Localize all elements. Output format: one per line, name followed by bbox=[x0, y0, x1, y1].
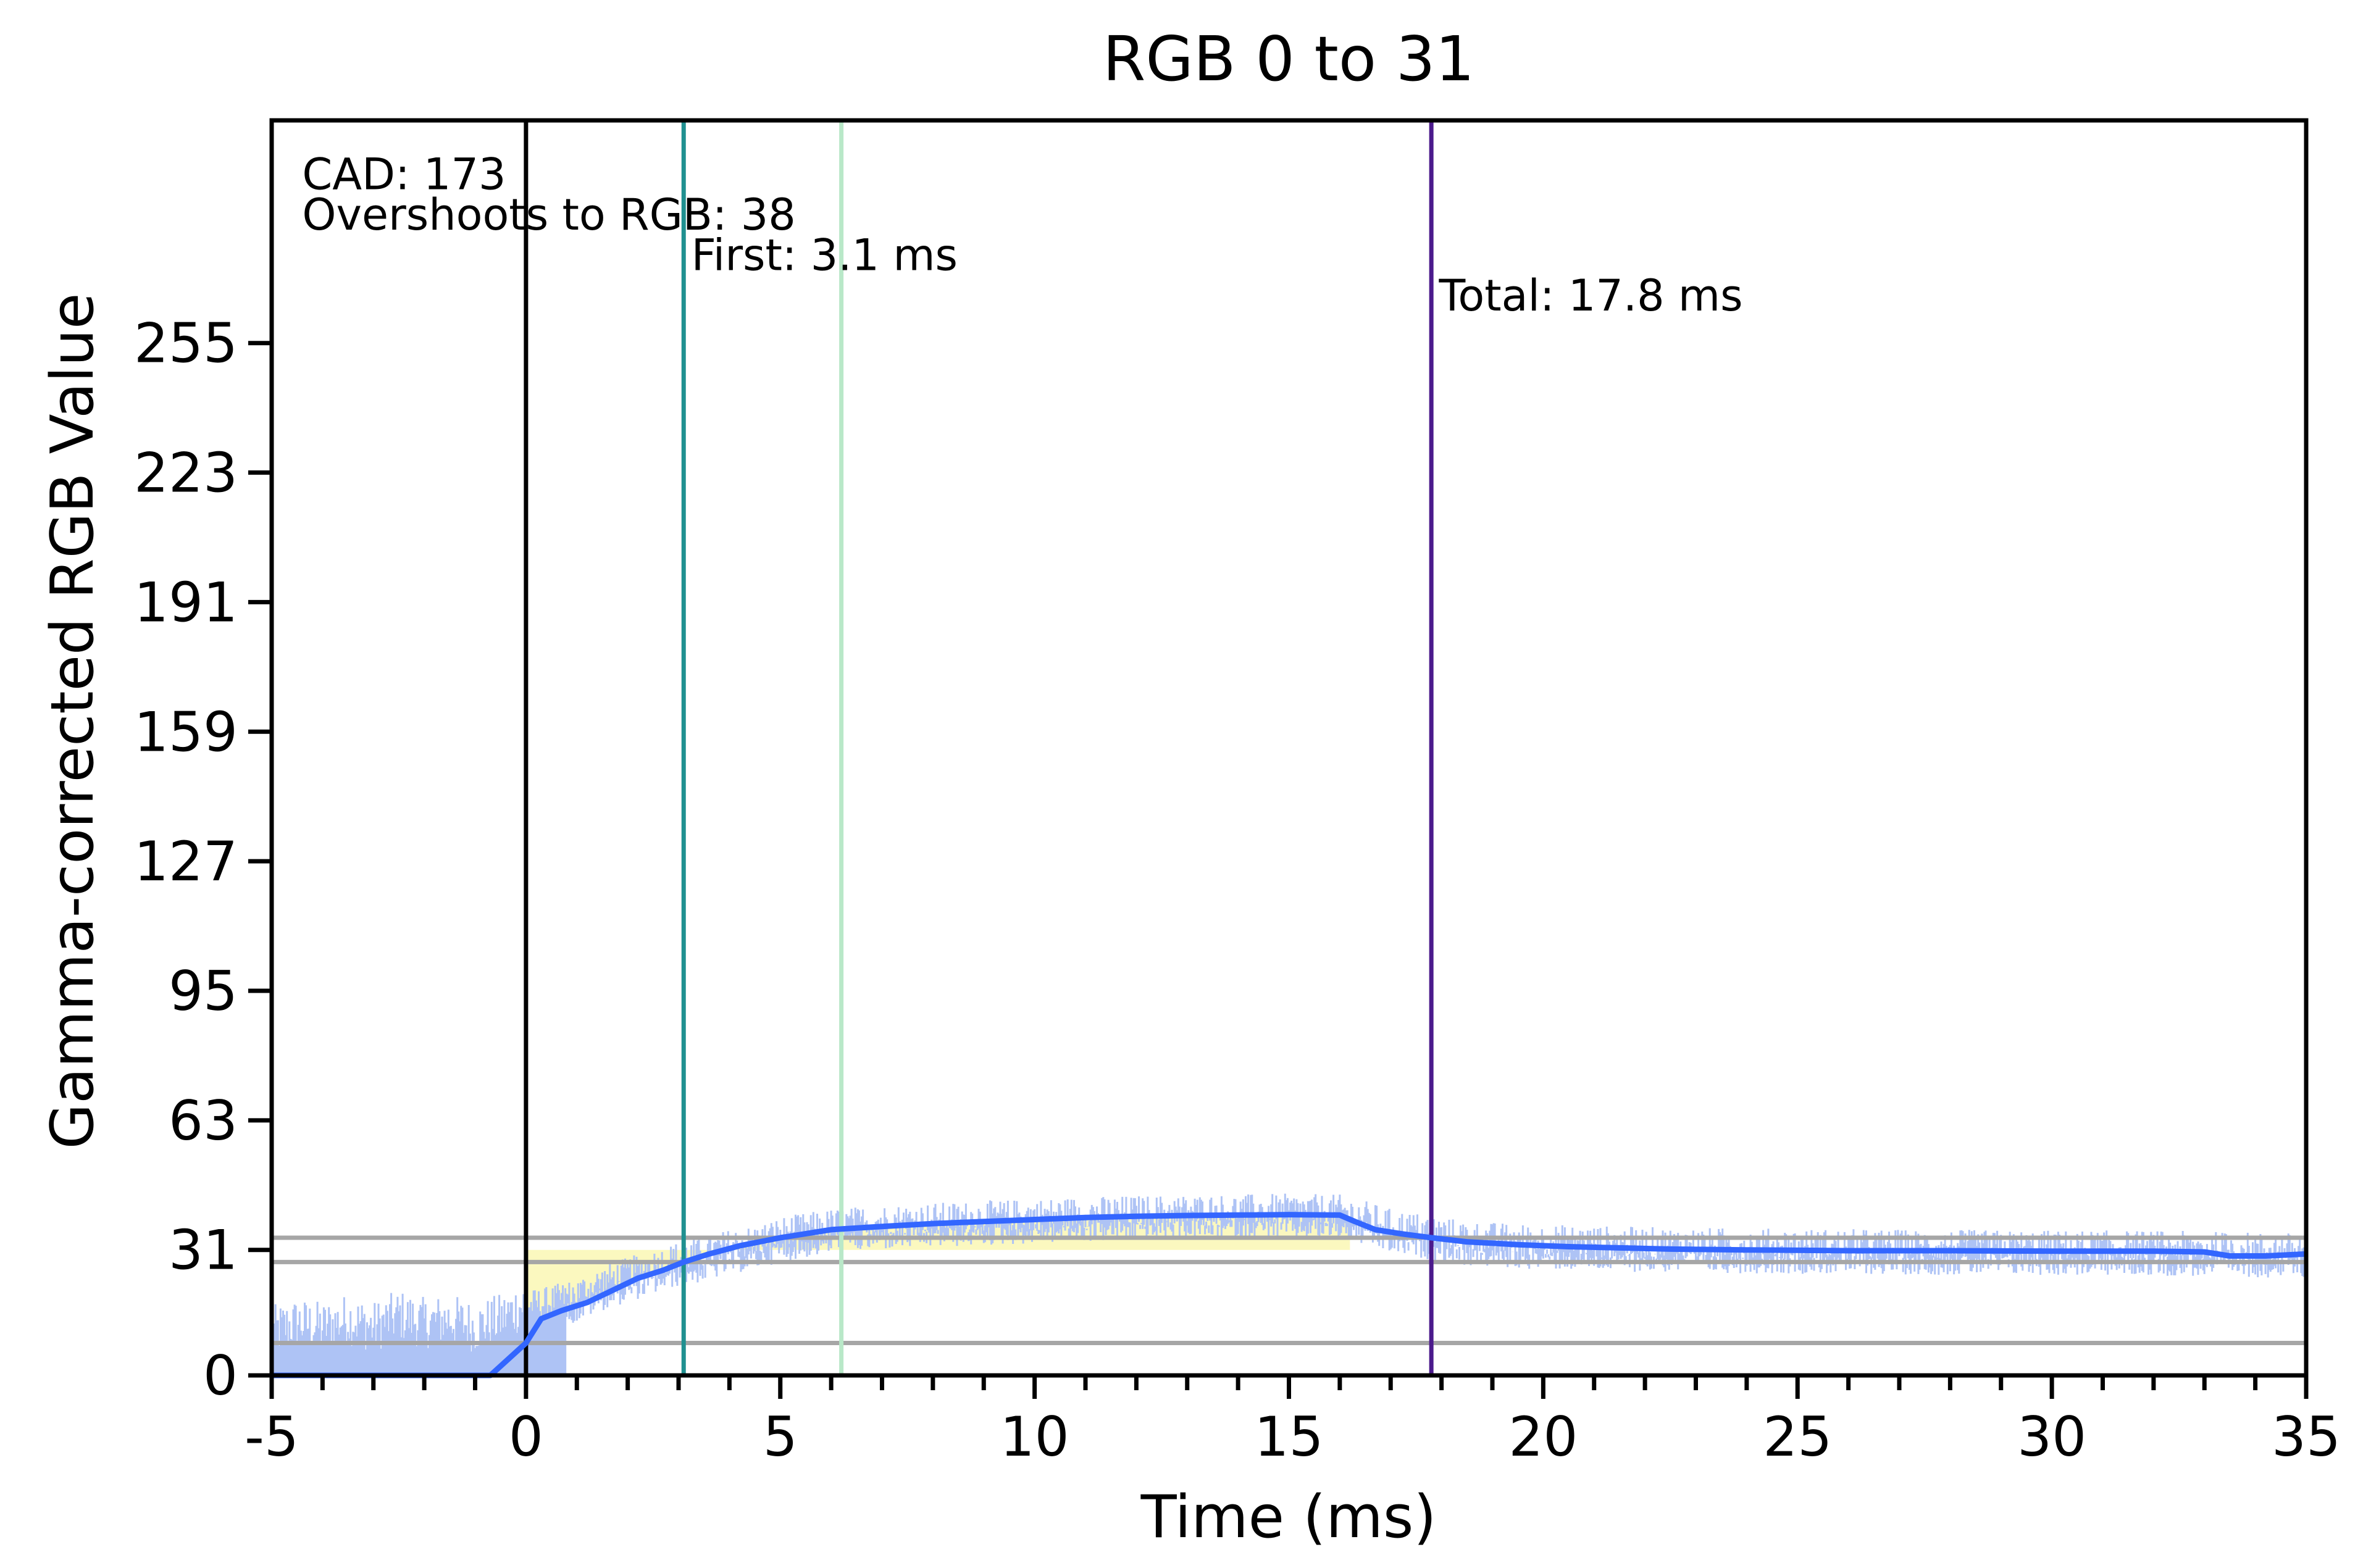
y-axis-ticks: 0 31 63 95 127 159 191 223 255 bbox=[134, 312, 272, 1407]
plot-area bbox=[272, 120, 2306, 1375]
x-tick-label: 0 bbox=[509, 1405, 543, 1469]
y-tick-label: 0 bbox=[203, 1344, 238, 1407]
y-tick-label: 63 bbox=[169, 1089, 238, 1153]
y-tick-label: 31 bbox=[169, 1219, 238, 1282]
event-lines bbox=[524, 120, 1434, 1375]
smoothed-line bbox=[272, 1212, 2307, 1378]
x-tick-label: 15 bbox=[1255, 1405, 1324, 1469]
reference-lines bbox=[272, 1235, 2306, 1346]
y-tick-label: 159 bbox=[134, 700, 238, 764]
x-axis-ticks: -5 0 5 10 15 20 25 30 35 bbox=[245, 1375, 2341, 1469]
chart-title: RGB 0 to 31 bbox=[1103, 23, 1474, 95]
x-tick-label: 10 bbox=[1000, 1405, 1069, 1469]
annotation: Overshoots to RGB: 38 bbox=[302, 190, 795, 240]
y-tick-label: 95 bbox=[169, 959, 238, 1023]
y-axis-label: Gamma-corrected RGB Value bbox=[39, 293, 107, 1149]
plot-background bbox=[272, 120, 2306, 1375]
x-tick-label: 20 bbox=[1508, 1405, 1578, 1469]
shaded-region bbox=[525, 1214, 1350, 1343]
smoothed-series bbox=[272, 1212, 2307, 1378]
annotation: First: 3.1 ms bbox=[692, 230, 958, 281]
y-tick-label: 223 bbox=[134, 441, 238, 505]
y-tick-label: 255 bbox=[134, 312, 238, 375]
x-tick-label: 35 bbox=[2272, 1405, 2341, 1469]
y-tick-label: 191 bbox=[134, 570, 238, 634]
annotation: Total: 17.8 ms bbox=[1439, 270, 1743, 321]
x-tick-label: 25 bbox=[1763, 1405, 1832, 1469]
x-axis-label: Time (ms) bbox=[1140, 1483, 1437, 1551]
x-tick-label: -5 bbox=[245, 1405, 299, 1469]
y-tick-label: 127 bbox=[134, 830, 238, 893]
annotation: CAD: 173 bbox=[302, 149, 506, 199]
x-tick-label: 30 bbox=[2017, 1405, 2086, 1469]
x-tick-label: 5 bbox=[763, 1405, 798, 1469]
